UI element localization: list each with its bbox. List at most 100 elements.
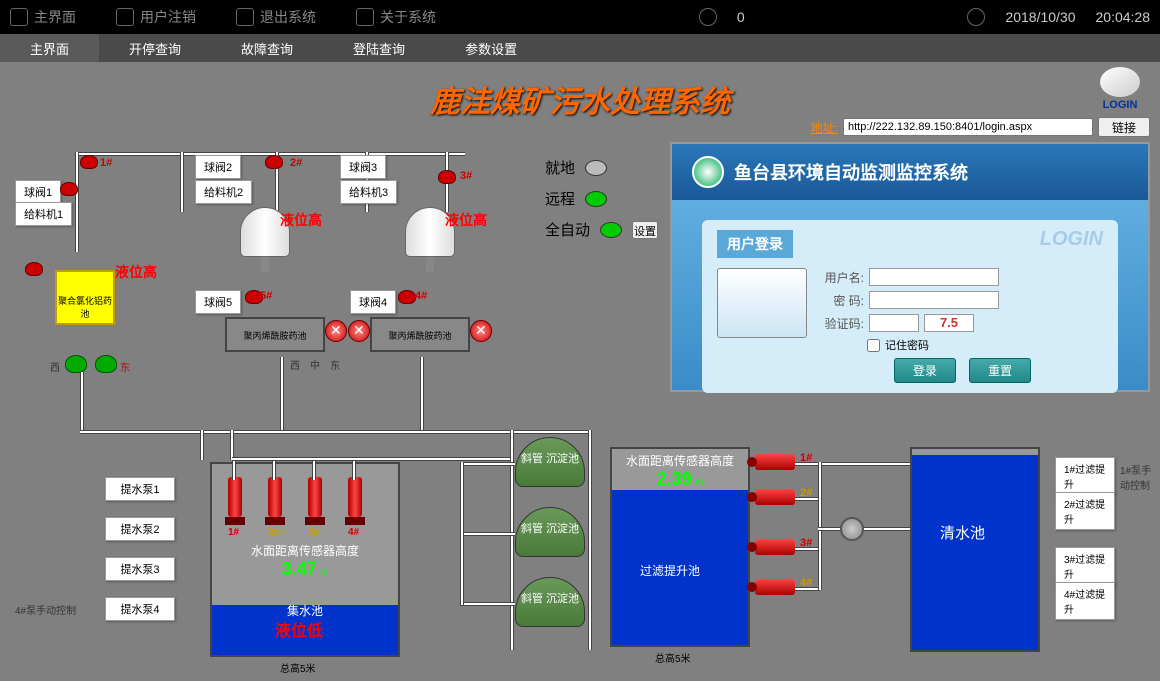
env-logo-icon [692, 156, 724, 188]
valve-1[interactable] [60, 182, 78, 196]
remember-checkbox[interactable] [867, 339, 880, 352]
logout-menu[interactable]: 用户注销 [116, 7, 196, 27]
addr-input[interactable] [843, 118, 1093, 136]
mode-local-label: 就地 [545, 157, 575, 178]
valve-1-label: 1# [100, 157, 112, 169]
lp2-label: 2# [268, 527, 279, 538]
lock-icon [699, 8, 717, 26]
tab-startstop[interactable]: 开停查询 [99, 34, 211, 62]
password-input[interactable] [869, 291, 999, 309]
filter-pump-1 [755, 454, 795, 470]
tab-params[interactable]: 参数设置 [435, 34, 547, 62]
tab-login-log[interactable]: 登陆查询 [323, 34, 435, 62]
pipe [460, 532, 515, 536]
filter-lift-2-button[interactable]: 2#过滤提升 [1055, 492, 1115, 530]
filter-lift-3-button[interactable]: 3#过滤提升 [1055, 547, 1115, 585]
link-button[interactable]: 链接 [1098, 117, 1150, 137]
pipe [588, 430, 592, 650]
filter-lift-4-button[interactable]: 4#过滤提升 [1055, 582, 1115, 620]
pipe [460, 602, 515, 606]
fp2-label: 2# [800, 487, 812, 499]
fan-1 [325, 320, 347, 342]
ball-valve-5-button[interactable]: 球阀5 [195, 290, 241, 314]
pam-tank-1: 聚丙烯酰胺药池 [225, 317, 325, 352]
pipe [352, 460, 356, 480]
valve-2[interactable] [265, 155, 283, 169]
mode-local-led [585, 160, 607, 176]
lift-pump-3 [305, 477, 325, 525]
ball-valve-1-button[interactable]: 球阀1 [15, 180, 61, 204]
ball-valve-3-button[interactable]: 球阀3 [340, 155, 386, 179]
clear-water-tank [910, 447, 1040, 652]
pump-manual-right: 1#泵手动控制 [1120, 462, 1160, 492]
east-label: 东 [120, 359, 130, 374]
pam-tank-2: 聚丙烯酰胺药池 [370, 317, 470, 352]
mode-remote-label: 远程 [545, 188, 575, 209]
captcha-image[interactable]: 7.5 [924, 314, 974, 332]
logout-icon [116, 8, 134, 26]
login-box-title: 用户登录 [717, 230, 793, 258]
valve-east[interactable] [95, 355, 117, 373]
date-display: 2018/10/30 [1005, 9, 1075, 25]
level-hi-2: 液位高 [445, 210, 487, 230]
panel-header: 鱼台县环境自动监测监控系统 [672, 144, 1148, 200]
valve-5-label: 5# [260, 290, 272, 302]
login-button[interactable]: 登录 [894, 358, 956, 383]
valve-west[interactable] [65, 355, 87, 373]
ball-valve-4-button[interactable]: 球阀4 [350, 290, 396, 314]
valve-3-label: 3# [460, 170, 472, 182]
captcha-label: 验证码: [822, 315, 864, 332]
feeder-2-button[interactable]: 给料机2 [195, 180, 252, 204]
pump-1-button[interactable]: 提水泵1 [105, 477, 175, 501]
filter-pump-4 [755, 579, 795, 595]
home-menu[interactable]: 主界面 [10, 7, 76, 27]
feeder-3-button[interactable]: 给料机3 [340, 180, 397, 204]
pipe [80, 372, 84, 432]
pipe [865, 527, 910, 531]
pump-4-button[interactable]: 提水泵4 [105, 597, 175, 621]
valve-3[interactable] [438, 170, 456, 184]
system-title: 鹿洼煤矿污水处理系统 [430, 77, 730, 121]
fp1-label: 1# [800, 452, 812, 464]
fp3-label: 3# [800, 537, 812, 549]
pipe [200, 430, 204, 460]
pac-tank: 聚合氯化铝药池 [55, 270, 115, 325]
pipe [272, 460, 276, 480]
pump-3-button[interactable]: 提水泵3 [105, 557, 175, 581]
monitor-icon [717, 268, 807, 338]
captcha-input[interactable] [869, 314, 919, 332]
valve-1b[interactable] [80, 155, 98, 169]
scada-canvas: 鹿洼煤矿污水处理系统 LOGIN 地址: 链接 就地 远程 全自动设置 鱼台县环… [0, 62, 1160, 681]
reset-button[interactable]: 重置 [969, 358, 1031, 383]
pipe [232, 457, 512, 461]
sed-tank-3: 斜管 沉淀池 [515, 577, 585, 627]
pipe [280, 357, 284, 432]
mode-remote-led [585, 191, 607, 207]
valve-4-label: 4# [415, 290, 427, 302]
filter-pump-3 [755, 539, 795, 555]
exit-menu[interactable]: 退出系统 [236, 7, 316, 27]
filter-lift-1-button[interactable]: 1#过滤提升 [1055, 457, 1115, 495]
about-menu[interactable]: 关于系统 [356, 7, 436, 27]
lp3-label: 3# [308, 527, 319, 538]
pipe [180, 152, 184, 212]
flange-icon [840, 517, 864, 541]
feeder-1-button[interactable]: 给料机1 [15, 202, 72, 226]
tab-fault[interactable]: 故障查询 [211, 34, 323, 62]
valve-4[interactable] [398, 290, 416, 304]
tab-main[interactable]: 主界面 [0, 34, 99, 62]
pipe [818, 462, 822, 590]
sed-tank-1: 斜管 沉淀池 [515, 437, 585, 487]
valve-feed[interactable] [25, 262, 43, 276]
mode-set-button[interactable]: 设置 [632, 221, 658, 239]
tab-bar: 主界面 开停查询 故障查询 登陆查询 参数设置 [0, 34, 1160, 62]
login-shortcut[interactable]: LOGIN [1090, 67, 1150, 111]
pass-label: 密 码: [822, 292, 864, 309]
pipe [420, 357, 424, 432]
login-deco-text: LOGIN [1040, 228, 1103, 251]
ball-valve-2-button[interactable]: 球阀2 [195, 155, 241, 179]
top-menu-bar: 主界面 用户注销 退出系统 关于系统 0 2018/10/30 20:04:28 [0, 0, 1160, 34]
pipe [75, 152, 79, 252]
username-input[interactable] [869, 268, 999, 286]
pump-2-button[interactable]: 提水泵2 [105, 517, 175, 541]
